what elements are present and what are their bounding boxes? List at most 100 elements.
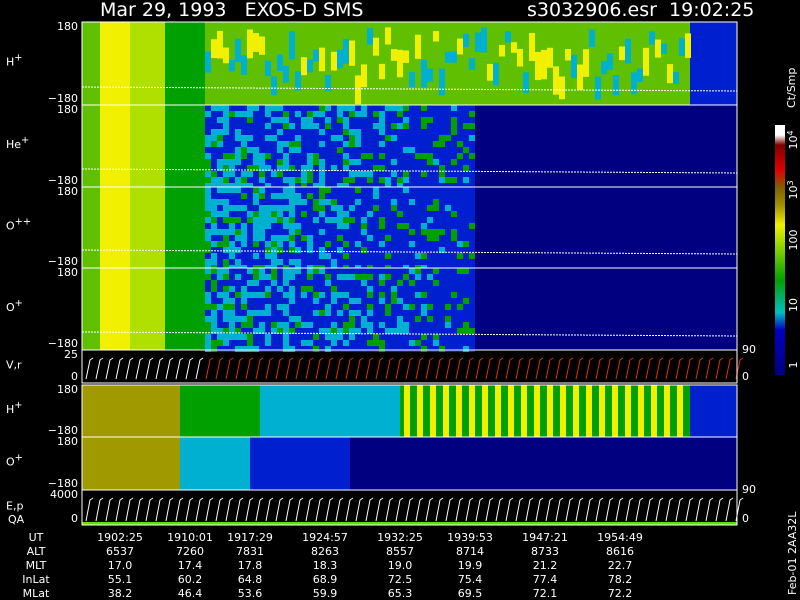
- spectrum-cell: [337, 205, 343, 211]
- spectrum-cell: [463, 274, 469, 280]
- spectrum-cell: [409, 105, 415, 111]
- spectrum-cell: [433, 117, 439, 123]
- spectrum-cell: [505, 31, 511, 43]
- spectrum-cell: [367, 153, 373, 159]
- spectrum-cell: [355, 205, 361, 211]
- label-base: H: [6, 403, 14, 416]
- spectrum-cell: [397, 159, 403, 165]
- spectrum-cell: [403, 316, 409, 322]
- spectrum-cell: [247, 328, 253, 334]
- spectrum-cell: [355, 105, 361, 111]
- spectrum-cell: [456, 385, 462, 437]
- spectrum-cell: [427, 187, 433, 193]
- spectrum-cell: [337, 141, 343, 147]
- spectrum-cell: [301, 280, 307, 286]
- spectrum-cell: [289, 253, 295, 259]
- spectrum-cell: [313, 280, 319, 286]
- spectrum-cell: [295, 187, 301, 193]
- spectrum-cell: [289, 205, 295, 211]
- spectrum-cell: [307, 268, 313, 274]
- spectrum-cell: [451, 141, 457, 147]
- spectrum-cell: [439, 229, 445, 235]
- spectrum-cell: [307, 159, 313, 165]
- spectrum-cell: [313, 223, 319, 229]
- spectrum-cell: [451, 292, 457, 298]
- spectrum-cell: [427, 328, 433, 334]
- spectrum-cell: [265, 268, 271, 274]
- spectrum-cell: [223, 165, 229, 171]
- spectrum-cell: [379, 328, 385, 334]
- spectrum-cell: [259, 171, 265, 177]
- spectrum-cell: [361, 187, 367, 193]
- spectrum-cell: [495, 385, 501, 437]
- spectrum-cell: [367, 259, 373, 265]
- spectrum-cell: [367, 217, 373, 223]
- spectrum-cell: [235, 274, 241, 280]
- spectrum-cell: [403, 165, 409, 171]
- spectrum-cell: [409, 259, 415, 265]
- spectrum-cell: [277, 193, 283, 199]
- spectrum-cell: [223, 316, 229, 322]
- spectrum-cell: [229, 153, 235, 159]
- sawtooth: [145, 497, 154, 522]
- spectrum-cell: [271, 135, 277, 141]
- spectrum-cell: [247, 193, 253, 199]
- spectrum-cell: [313, 334, 319, 340]
- spectrum-cell: [211, 280, 217, 286]
- spectrum-cell: [541, 49, 547, 80]
- spectrum-cell: [247, 304, 253, 310]
- spectrum-cell: [433, 177, 439, 183]
- spectrum-cell: [211, 135, 217, 141]
- spectrum-cell: [319, 147, 325, 153]
- spectrum-cell: [289, 105, 295, 111]
- spectrum-cell: [415, 229, 421, 235]
- spectrum-cell: [313, 259, 319, 265]
- spectrum-cell: [265, 259, 271, 265]
- spectrum-cell: [229, 111, 235, 117]
- spectrum-cell: [349, 217, 355, 223]
- spectrum-cell: [223, 211, 229, 217]
- spectrum-cell: [301, 274, 307, 280]
- spectrum-cell: [331, 105, 337, 111]
- spectrum-cell: [391, 199, 397, 205]
- spectrum-cell: [265, 123, 271, 129]
- spectrum-cell: [325, 274, 331, 280]
- spectrum-cell: [241, 153, 247, 159]
- spectrum-cell: [241, 129, 247, 135]
- spectrum-cell: [586, 385, 592, 437]
- spectrum-cell: [443, 385, 449, 437]
- spectrum-cell: [349, 193, 355, 199]
- spectrum-cell: [289, 123, 295, 129]
- spectrum-cell: [313, 205, 319, 211]
- sawtooth: [85, 497, 94, 522]
- spectrum-cell: [469, 286, 475, 292]
- spectrum-cell: [253, 340, 259, 346]
- spectrum-cell: [589, 29, 595, 47]
- spectrum-cell: [241, 340, 247, 346]
- spectrum-cell: [235, 141, 241, 147]
- spectrum-cell: [361, 141, 367, 147]
- spectrum-cell: [373, 340, 379, 346]
- spectrum-cell: [307, 187, 313, 193]
- spectrum-cell: [445, 105, 451, 111]
- sawtooth: [515, 357, 524, 380]
- spectrum-cell: [205, 310, 211, 316]
- spectrum-cell: [349, 183, 355, 189]
- spectrum-cell: [403, 229, 409, 235]
- spectrum-cell: [235, 38, 241, 63]
- spectrum-cell: [397, 147, 403, 153]
- spectrum-cell: [259, 292, 265, 298]
- spectrum-cell: [223, 298, 229, 304]
- spectrum-cell: [445, 328, 451, 334]
- spectrum-cell: [463, 171, 469, 177]
- colorbar-label: 103: [786, 180, 800, 199]
- spectrum-cell: [277, 286, 283, 292]
- spectrum-cell: [325, 328, 331, 334]
- spectrum-cell: [379, 199, 385, 205]
- spectrum-cell: [433, 129, 439, 135]
- sawtooth: [335, 497, 344, 522]
- spectrum-cell: [289, 259, 295, 265]
- spectrum-cell: [337, 241, 343, 247]
- spectrum-cell: [241, 177, 247, 183]
- spectrum-cell: [250, 437, 350, 490]
